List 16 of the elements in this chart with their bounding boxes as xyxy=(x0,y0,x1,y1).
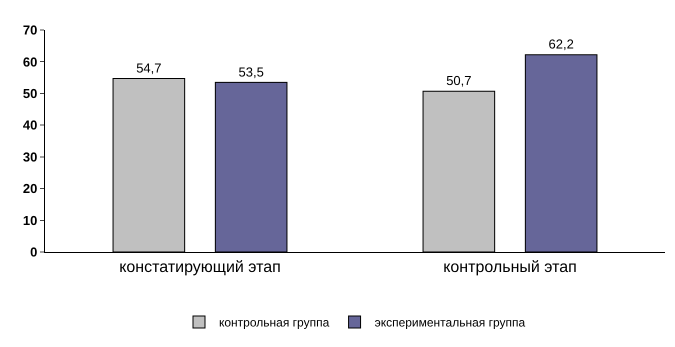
y-tick-label: 20 xyxy=(22,181,38,196)
y-tick-label: 10 xyxy=(22,212,38,228)
y-tick-label: 30 xyxy=(22,149,38,164)
y-tick-label: 70 xyxy=(22,22,38,38)
x-tick-label: констатирующий этап xyxy=(119,259,281,276)
data-label: 50,7 xyxy=(446,73,472,88)
legend-label: контрольная группа xyxy=(219,316,330,330)
y-tick-label: 0 xyxy=(30,244,38,260)
data-label: 62,2 xyxy=(548,36,574,52)
y-tick-label: 50 xyxy=(22,86,38,101)
y-tick-label: 40 xyxy=(22,118,38,133)
x-tick-label: контрольный этап xyxy=(443,259,577,276)
y-tick-label: 60 xyxy=(22,54,38,70)
data-label: 54,7 xyxy=(136,60,162,76)
legend-label: экспериментальная группа xyxy=(374,316,526,330)
data-label: 53,5 xyxy=(238,64,264,80)
